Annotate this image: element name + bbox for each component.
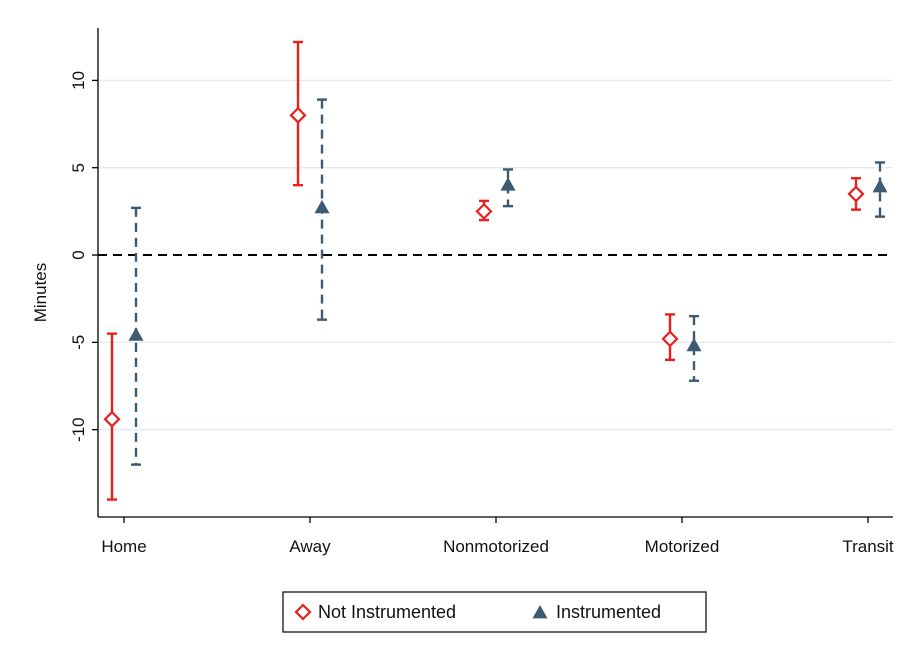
legend-label-not-instrumented: Not Instrumented xyxy=(318,602,456,622)
legend-label-instrumented: Instrumented xyxy=(556,602,661,622)
y-tick-label: 0 xyxy=(69,250,88,259)
x-tick-label: Transit xyxy=(842,537,894,556)
x-tick-label: Home xyxy=(101,537,146,556)
x-tick-label: Nonmotorized xyxy=(443,537,549,556)
y-tick-label: 10 xyxy=(69,71,88,90)
y-tick-label: -5 xyxy=(69,335,88,350)
y-tick-label: 5 xyxy=(69,163,88,172)
y-axis-label: Minutes xyxy=(31,263,50,323)
x-tick-label: Away xyxy=(289,537,331,556)
y-tick-label: -10 xyxy=(69,417,88,442)
legend: Not Instrumented Instrumented xyxy=(283,592,706,632)
x-tick-label: Motorized xyxy=(645,537,720,556)
